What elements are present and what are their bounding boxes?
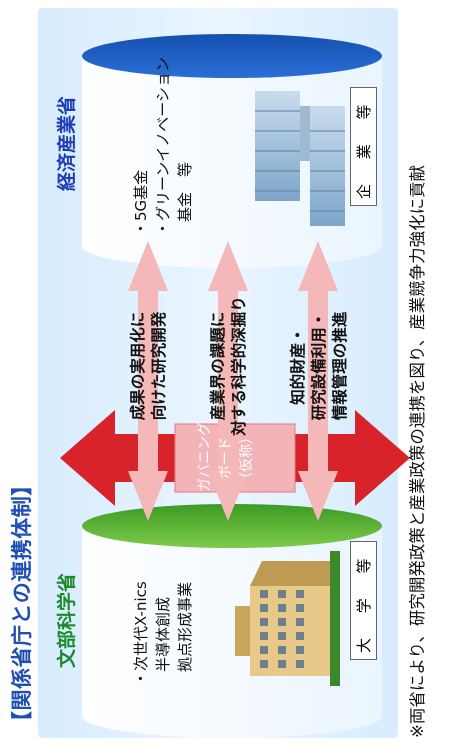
meti-name: 経済産業省 bbox=[56, 95, 78, 191]
collab-line: 対する科学的深掘り bbox=[230, 296, 248, 436]
meti-bullet-list: ・5G基金 ・グリーンイノベーション 基金 等 bbox=[130, 57, 196, 236]
mext-bullet-line: 半導体創成 bbox=[154, 596, 172, 672]
collab-line: 産業界の課題に bbox=[209, 311, 227, 421]
meti-cylinder bbox=[82, 34, 382, 268]
mext-bullet-list: ・次世代X-nics 半導体創成 拠点形成事業 bbox=[130, 581, 196, 686]
collab-item-2: 産業界の課題に 対する科学的深掘り bbox=[208, 286, 250, 446]
meti-bullet-line: ・グリーンイノベーション bbox=[154, 57, 172, 236]
collab-line: 情報管理の推進 bbox=[331, 311, 349, 421]
mext-bullet-line: 拠点形成事業 bbox=[176, 581, 194, 672]
collab-line: 知的財産・ bbox=[289, 327, 307, 405]
collab-line: 成果の実用化に bbox=[129, 311, 147, 421]
collab-line: 研究設備利用・ bbox=[310, 311, 328, 421]
pink-arrow-3 bbox=[298, 241, 338, 521]
pink-arrow-1 bbox=[128, 241, 168, 521]
university-label-box: 大 学 等 bbox=[350, 541, 377, 660]
collab-item-3: 知的財産・ 研究設備利用・ 情報管理の推進 bbox=[288, 286, 351, 446]
mext-bullet-line: ・次世代X-nics bbox=[132, 581, 150, 686]
pink-arrow-2 bbox=[208, 241, 248, 521]
collab-item-1: 成果の実用化に 向けた研究開発 bbox=[128, 286, 170, 446]
collab-line: 向けた研究開発 bbox=[150, 311, 168, 421]
company-label-box: 企 業 等 bbox=[350, 87, 377, 206]
school-building-icon bbox=[235, 551, 340, 686]
office-building-icon bbox=[255, 91, 345, 226]
meti-bullet-line: ・5G基金 bbox=[132, 169, 150, 236]
footnote: ※両省により、研究開発政策と産業政策の連携を図り、産業競争力強化に貢献 bbox=[408, 164, 427, 738]
mext-name: 文部科学省 bbox=[56, 572, 78, 668]
meti-bullet-line: 基金 等 bbox=[176, 161, 194, 222]
